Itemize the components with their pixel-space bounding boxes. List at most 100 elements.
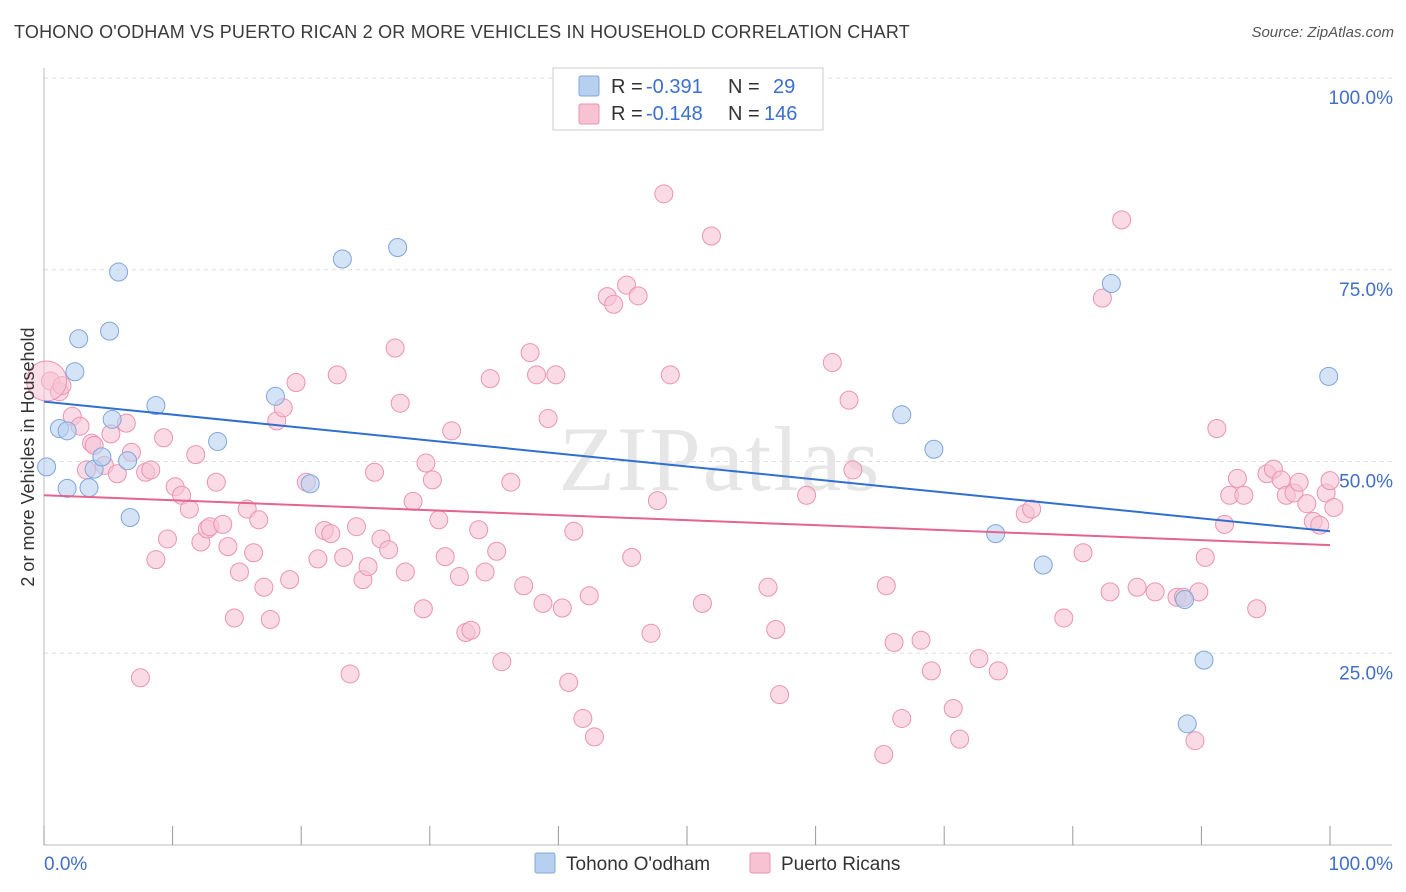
- puerto-rican-point: [1195, 547, 1215, 567]
- x-tick-label: 100.0%: [1329, 854, 1394, 875]
- puerto-rican-point: [1215, 514, 1235, 534]
- y-tick-label: 50.0%: [1339, 472, 1393, 493]
- puerto-rican-point: [154, 428, 174, 448]
- puerto-rican-point: [395, 562, 415, 582]
- puerto-rican-point: [758, 577, 778, 597]
- puerto-rican-point: [943, 698, 963, 718]
- puerto-rican-point: [334, 547, 354, 567]
- tohono-point: [1319, 366, 1339, 386]
- puerto-rican-point: [520, 343, 540, 363]
- puerto-rican-point: [641, 623, 661, 643]
- bottom-legend-tohono: Tohono O'odham: [566, 854, 710, 875]
- source-credit: Source: ZipAtlas.com: [1251, 24, 1394, 41]
- bottom-legend-pr: Puerto Ricans: [781, 854, 900, 875]
- puerto-rican-point: [422, 470, 442, 490]
- puerto-rican-point: [449, 567, 469, 587]
- tohono-point: [388, 238, 408, 258]
- tohono-point: [57, 478, 77, 498]
- puerto-rican-point: [157, 529, 177, 549]
- puerto-rican-point: [622, 547, 642, 567]
- puerto-rican-point: [1054, 608, 1074, 628]
- tohono-point: [1194, 650, 1214, 670]
- puerto-rican-point: [559, 672, 579, 692]
- puerto-rican-point: [475, 562, 495, 582]
- puerto-rican-point: [660, 365, 680, 385]
- tohono-point: [300, 474, 320, 494]
- tohono-point: [1175, 590, 1195, 610]
- tohono-trend-line: [43, 400, 1331, 533]
- tohono-point: [79, 478, 99, 498]
- puerto-rican-point: [1022, 499, 1042, 519]
- puerto-rican-point: [538, 409, 558, 429]
- tohono-point: [100, 321, 120, 341]
- tohono-point: [1101, 274, 1121, 294]
- puerto-rican-point: [843, 460, 863, 480]
- puerto-rican-point: [1234, 485, 1254, 505]
- puerto-rican-point: [1207, 419, 1227, 439]
- tohono-point: [65, 362, 85, 382]
- puerto-rican-point: [579, 586, 599, 606]
- puerto-rican-point: [766, 619, 786, 639]
- puerto-rican-point: [911, 630, 931, 650]
- puerto-rican-point: [308, 549, 328, 569]
- puerto-rican-point: [701, 226, 721, 246]
- puerto-rican-point: [797, 485, 817, 505]
- tohono-point: [69, 329, 89, 349]
- puerto-rican-point: [1297, 494, 1317, 514]
- puerto-rican-point: [390, 393, 410, 413]
- puerto-rican-point: [286, 372, 306, 392]
- puerto-rican-point: [874, 744, 894, 764]
- puerto-rican-point: [527, 365, 547, 385]
- puerto-rican-point: [822, 353, 842, 373]
- puerto-rican-point: [1320, 471, 1340, 491]
- bottom-swatch-tohono: [534, 852, 556, 874]
- legend-n-label-2: N =: [728, 103, 760, 125]
- tohono-point: [120, 507, 140, 527]
- puerto-rican-point: [1145, 582, 1165, 602]
- puerto-rican-point: [1127, 577, 1147, 597]
- puerto-rican-points: [26, 184, 1344, 764]
- puerto-rican-point: [130, 668, 150, 688]
- x-tick-labels: 0.0% 100.0%: [44, 854, 1393, 875]
- puerto-rican-point: [254, 577, 274, 597]
- puerto-rican-point: [442, 421, 462, 441]
- y-axis-label: 2 or more Vehicles in Household: [18, 327, 38, 586]
- tohono-point: [102, 409, 122, 429]
- series-legend: Tohono O'odham Puerto Ricans: [534, 852, 900, 875]
- tohono-point: [1177, 714, 1197, 734]
- puerto-rican-point: [435, 547, 455, 567]
- y-tick-label: 100.0%: [1329, 88, 1394, 109]
- puerto-rican-point: [1324, 498, 1344, 518]
- puerto-rican-point: [564, 521, 584, 541]
- puerto-rican-point: [213, 514, 233, 534]
- x-tick-label: 0.0%: [44, 854, 87, 875]
- puerto-rican-point: [1227, 468, 1247, 488]
- puerto-rican-point: [770, 685, 790, 705]
- tohono-point: [109, 262, 129, 282]
- puerto-rican-point: [461, 620, 481, 640]
- puerto-rican-point: [141, 460, 161, 480]
- puerto-rican-point: [573, 708, 593, 728]
- legend-r-label-1: R =: [611, 76, 643, 98]
- legend-swatch-tohono: [578, 75, 600, 97]
- puerto-rican-point: [546, 365, 566, 385]
- y-tick-label: 75.0%: [1339, 280, 1393, 301]
- legend-r-label-2: R =: [611, 103, 643, 125]
- tohono-point: [37, 457, 57, 477]
- puerto-rican-point: [340, 664, 360, 684]
- puerto-rican-point: [584, 727, 604, 747]
- tohono-point: [332, 249, 352, 269]
- puerto-rican-point: [654, 184, 674, 204]
- puerto-rican-trend-line: [43, 494, 1331, 547]
- tohono-point: [92, 447, 112, 467]
- puerto-rican-point: [218, 537, 238, 557]
- puerto-rican-point: [692, 593, 712, 613]
- puerto-rican-point: [327, 365, 347, 385]
- puerto-rican-point: [469, 520, 489, 540]
- legend-r-value-2: -0.148: [646, 103, 703, 125]
- puerto-rican-point: [260, 610, 280, 630]
- tohono-point: [208, 432, 228, 452]
- puerto-rican-point: [1073, 543, 1093, 563]
- puerto-rican-point: [224, 608, 244, 628]
